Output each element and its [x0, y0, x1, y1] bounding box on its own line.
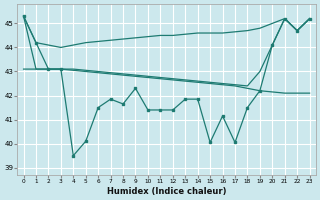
X-axis label: Humidex (Indice chaleur): Humidex (Indice chaleur) — [107, 187, 226, 196]
